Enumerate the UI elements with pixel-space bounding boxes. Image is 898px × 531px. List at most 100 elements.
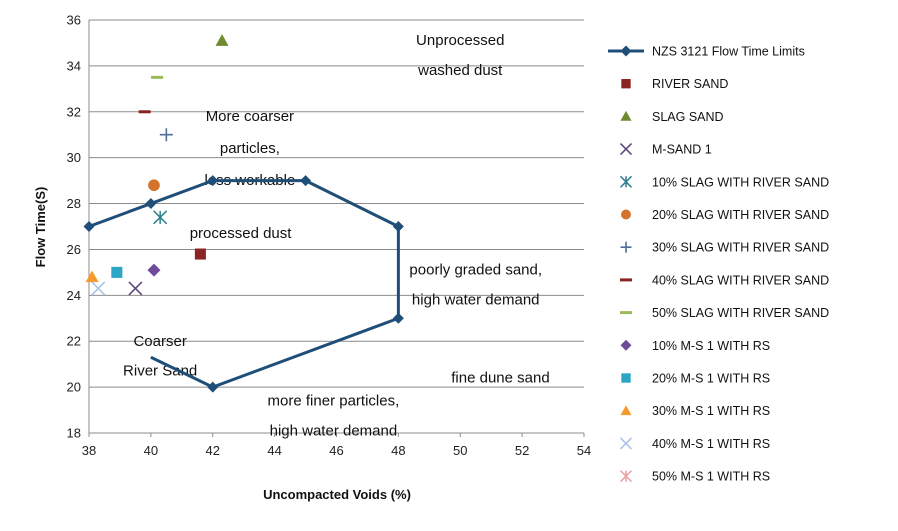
series-2 <box>194 248 206 260</box>
x-tick-label: 42 <box>206 443 220 458</box>
y-tick-label: 30 <box>67 150 81 165</box>
data-point <box>83 221 95 232</box>
y-tick-label: 28 <box>67 196 81 211</box>
data-point <box>153 210 168 225</box>
annotation-label: high water demand <box>412 292 540 309</box>
data-point <box>85 270 99 283</box>
limit-line <box>88 179 400 389</box>
series-7 <box>159 128 173 142</box>
legend-label: 30% M-S 1 WITH RS <box>652 404 770 418</box>
data-point <box>128 281 143 296</box>
legend-marker <box>619 437 633 450</box>
data-point <box>215 34 229 46</box>
data-point <box>148 179 160 192</box>
legend-label: RIVER SAND <box>652 77 728 91</box>
series-11 <box>111 266 123 278</box>
annotation-label: high water demand <box>270 422 398 439</box>
y-axis-title: Flow Time(S) <box>33 187 48 268</box>
y-tick-label: 26 <box>67 242 81 257</box>
data-point <box>207 381 219 393</box>
axes: 18 20 22 24 26 28 30 32 34 36 38 40 42 44 46 48 50 52 54 <box>67 13 592 459</box>
legend-marker <box>620 339 632 351</box>
series-5 <box>153 210 168 225</box>
legend-label: SLAG SAND <box>652 110 724 124</box>
legend-label: NZS 3121 Flow Time Limits <box>652 45 805 59</box>
y-tick-label: 20 <box>67 380 81 395</box>
annotation-label: Coarser <box>133 333 186 350</box>
series-12 <box>85 270 99 283</box>
legend-entry: 10% M-S 1 WITH RS <box>620 339 770 353</box>
data-point <box>392 312 404 324</box>
legend-label: 20% M-S 1 WITH RS <box>652 372 770 386</box>
legend-marker <box>621 209 631 220</box>
legend-label: 50% M-S 1 WITH RS <box>652 470 770 484</box>
legend-marker <box>619 175 633 188</box>
legend-label: 10% M-S 1 WITH RS <box>652 339 770 353</box>
series-6 <box>148 179 160 192</box>
series-13 <box>91 281 106 296</box>
legend-entry: 40% M-S 1 WITH RS <box>619 437 770 451</box>
legend-entry: 10% SLAG WITH RIVER SAND <box>619 175 829 189</box>
annotation-label: processed dust <box>190 225 293 242</box>
y-tick-label: 32 <box>67 104 81 119</box>
legend-entry: M-SAND 1 <box>619 143 712 157</box>
x-tick-label: 46 <box>329 443 343 458</box>
x-tick-label: 50 <box>453 443 467 458</box>
legend-entry: 30% SLAG WITH RIVER SAND <box>620 241 829 255</box>
legend-entry: 20% M-S 1 WITH RS <box>621 372 770 386</box>
data-point <box>145 198 157 210</box>
series-4 <box>128 281 143 296</box>
legend-label: 40% SLAG WITH RIVER SAND <box>652 273 829 287</box>
legend: NZS 3121 Flow Time Limits RIVER SAND SLAG … <box>608 45 829 484</box>
y-tick-label: 18 <box>67 426 81 441</box>
annotation-label: Unprocessed <box>416 32 504 49</box>
gridlines <box>89 19 584 434</box>
x-tick-label: 48 <box>391 443 405 458</box>
annotation-label: River Sand <box>123 363 197 380</box>
series-3 <box>215 34 229 46</box>
legend-marker <box>620 241 632 253</box>
legend-entry: 20% SLAG WITH RIVER SAND <box>621 208 829 222</box>
series-10 <box>147 263 161 277</box>
x-tick-label: 38 <box>82 443 96 458</box>
data-point <box>207 175 219 187</box>
x-tick-label: 40 <box>144 443 158 458</box>
x-tick-label: 44 <box>267 443 281 458</box>
data-point <box>392 221 404 232</box>
legend-marker <box>619 143 633 156</box>
data-point <box>194 248 206 260</box>
data-point <box>91 281 106 296</box>
annotation-label: particles, <box>220 140 280 157</box>
y-tick-label: 36 <box>67 13 81 28</box>
legend-marker <box>621 79 631 89</box>
data-point <box>147 263 161 277</box>
annotation-label: fine dune sand <box>451 370 549 387</box>
legend-marker <box>620 45 632 57</box>
y-tick-label: 24 <box>67 288 81 303</box>
legend-marker <box>620 405 632 416</box>
legend-entry: NZS 3121 Flow Time Limits <box>608 45 805 59</box>
legend-entry: SLAG SAND <box>620 110 724 124</box>
y-tick-label: 22 <box>67 334 81 349</box>
legend-entry: RIVER SAND <box>621 77 728 91</box>
legend-label: 20% SLAG WITH RIVER SAND <box>652 208 829 222</box>
legend-label: 50% SLAG WITH RIVER SAND <box>652 306 829 320</box>
series-1 <box>83 175 404 393</box>
legend-entry: 50% M-S 1 WITH RS <box>619 470 770 484</box>
legend-marker <box>619 470 633 483</box>
annotation-label: More coarser <box>206 108 294 125</box>
legend-label: 10% SLAG WITH RIVER SAND <box>652 175 829 189</box>
data-point <box>300 175 312 187</box>
x-axis-title: Uncompacted Voids (%) <box>263 487 411 502</box>
legend-marker <box>620 110 632 121</box>
annotation-label: poorly graded sand, <box>409 262 542 279</box>
annotation-label: washed dust <box>417 62 503 79</box>
series <box>83 34 404 393</box>
annotation-label: more finer particles, <box>268 392 400 409</box>
legend-label: 40% M-S 1 WITH RS <box>652 437 770 451</box>
legend-label: M-SAND 1 <box>652 143 712 157</box>
legend-entry: 40% SLAG WITH RIVER SAND <box>620 273 829 287</box>
legend-marker <box>621 373 631 383</box>
data-point <box>111 266 123 278</box>
